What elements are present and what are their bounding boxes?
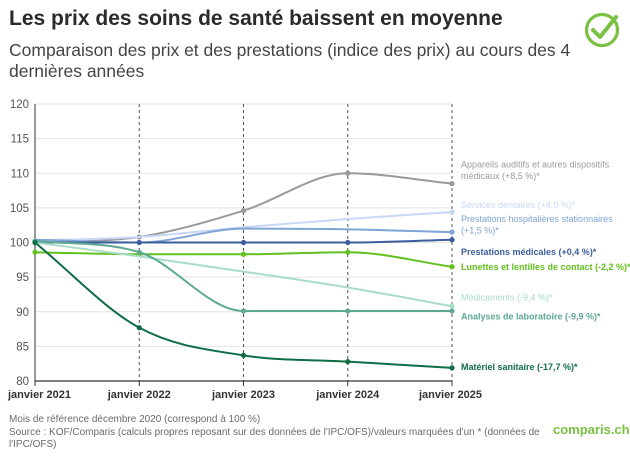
data-point (449, 264, 455, 270)
y-tick-label: 110 (11, 168, 29, 180)
series-label: Appareils auditifs et autres dispositifs (461, 160, 610, 170)
series-label: Services dentaires (+4,0 %)* (461, 200, 576, 210)
data-point (345, 308, 351, 314)
series-line-1 (34, 211, 453, 242)
data-point (32, 249, 38, 255)
x-tick-label: janvier 2021 (7, 389, 71, 401)
data-point (32, 239, 38, 246)
footnote-reference: Mois de référence décembre 2020 (corresp… (9, 414, 261, 425)
data-point (240, 308, 247, 314)
data-point (345, 249, 351, 255)
x-tick-label: janvier 2022 (107, 389, 171, 401)
series-label: Matériel sanitaire (-17,7 %)* (461, 362, 578, 372)
chart-subtitle: Comparaison des prix et des prestations … (9, 40, 571, 81)
footnote: Mois de référence décembre 2020 (corresp… (9, 414, 549, 452)
series-label: Lunettes et lentilles de contact (-2,2 %… (461, 262, 630, 272)
series-label: Analyses de laboratoire (-9,9 %)* (461, 311, 601, 321)
data-point (449, 303, 455, 309)
series-label: Prestations médicales (+0,4 %)* (461, 247, 597, 257)
data-point (240, 239, 247, 246)
data-point (449, 229, 455, 235)
x-tick-label: janvier 2024 (315, 389, 380, 401)
series-label: médicaux (+8,5 %)* (461, 171, 540, 181)
data-point (449, 209, 455, 215)
x-tick-label: janvier 2023 (211, 389, 275, 401)
data-point (136, 325, 142, 331)
data-point (240, 251, 247, 257)
y-tick-label: 100 (10, 238, 29, 250)
x-tick-label: janvier 2025 (418, 389, 482, 401)
brand-logo: comparis.ch (553, 422, 630, 437)
series-line-5 (34, 241, 453, 308)
data-point (449, 365, 455, 371)
data-point (449, 181, 455, 187)
data-point (345, 239, 351, 246)
footnote-source: Source : KOF/Comparis (calculs propres r… (9, 426, 540, 451)
y-tick-label: 90 (16, 307, 29, 319)
data-point (136, 249, 142, 255)
y-tick-label: 95 (16, 272, 29, 284)
series-label: Médicaments (-9,4 %)* (461, 293, 553, 303)
data-point (240, 352, 247, 358)
data-point (345, 170, 351, 176)
series-label: (+1,5 %)* (461, 226, 499, 236)
check-circle-icon (584, 12, 620, 48)
y-tick-label: 115 (11, 134, 29, 146)
data-point (449, 308, 455, 314)
y-tick-label: 85 (16, 341, 29, 353)
y-tick-label: 105 (10, 203, 29, 215)
y-tick-label: 80 (16, 376, 29, 388)
data-point (449, 237, 455, 243)
series-label: Prestations hospitalières stationnaires (461, 214, 613, 224)
data-point (345, 359, 351, 365)
y-tick-label: 120 (10, 99, 29, 111)
data-point (136, 239, 142, 246)
chart-title: Les prix des soins de santé baissent en … (9, 7, 503, 30)
data-point (240, 208, 247, 214)
